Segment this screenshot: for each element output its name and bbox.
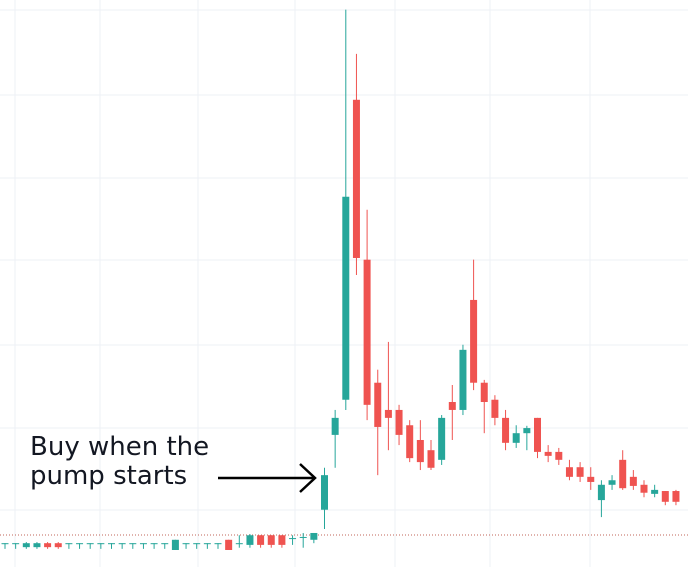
candle-body <box>1 543 9 545</box>
candle-body <box>161 543 169 545</box>
candle-body <box>565 467 573 477</box>
candle-body <box>171 539 179 550</box>
candle-body <box>544 451 552 456</box>
candle-body <box>470 299 478 383</box>
candle-body <box>289 538 297 540</box>
candle-body <box>193 543 201 545</box>
candle-body <box>374 382 382 427</box>
candle-body <box>480 382 488 403</box>
annotation-arrow <box>218 463 317 493</box>
candle-body <box>502 417 510 443</box>
candle-body <box>33 543 41 548</box>
candle-body <box>97 543 105 545</box>
candle-body <box>225 539 233 550</box>
candle-body <box>267 535 275 545</box>
candle-body <box>427 450 435 468</box>
candle-body <box>54 543 62 548</box>
candle-body <box>150 543 158 545</box>
candle-body <box>118 543 126 545</box>
candle-body <box>139 543 147 545</box>
candle-body <box>257 535 265 545</box>
candle-body <box>640 484 648 493</box>
candle-body <box>395 409 403 435</box>
candle-body <box>182 543 190 545</box>
candle-body <box>299 536 307 538</box>
candle-body <box>108 543 115 545</box>
candle-body <box>576 467 584 477</box>
candle-body <box>214 543 222 545</box>
candle-body <box>459 349 467 410</box>
candle-body <box>342 196 350 400</box>
candle-body <box>608 480 616 485</box>
candle-body <box>203 543 211 545</box>
candle-body <box>65 543 73 545</box>
candle-body <box>619 459 627 489</box>
candle-body <box>235 543 243 545</box>
candle-body <box>246 535 254 545</box>
candle-body <box>672 491 680 502</box>
candle-body <box>651 489 659 494</box>
candle-body <box>406 425 414 459</box>
candle-body <box>491 399 499 418</box>
candle-body <box>12 543 20 545</box>
candle-body <box>438 417 446 460</box>
candle-body <box>523 428 531 434</box>
annotation-line: Buy when the <box>30 432 209 462</box>
annotation-line: pump starts <box>30 461 187 491</box>
candle-body <box>44 543 52 548</box>
candle-body <box>597 484 605 501</box>
candle-body <box>512 433 520 443</box>
candle-body <box>22 543 30 548</box>
candle-body <box>448 402 456 410</box>
candle-body <box>310 532 318 540</box>
candle-body <box>534 417 541 452</box>
candle-body <box>661 491 669 502</box>
candle-body <box>352 99 360 258</box>
candle-body <box>384 409 392 418</box>
candle-body <box>587 476 595 482</box>
candle-body <box>278 535 286 545</box>
candle-body <box>129 543 137 545</box>
candles <box>1 9 680 550</box>
candle-body <box>331 417 339 435</box>
candle-body <box>416 439 424 463</box>
candle-body <box>321 475 328 510</box>
candle-body <box>555 451 563 460</box>
candle-body <box>363 259 371 405</box>
candle-body <box>629 476 637 486</box>
candle-body <box>76 543 84 545</box>
candle-body <box>86 543 94 545</box>
